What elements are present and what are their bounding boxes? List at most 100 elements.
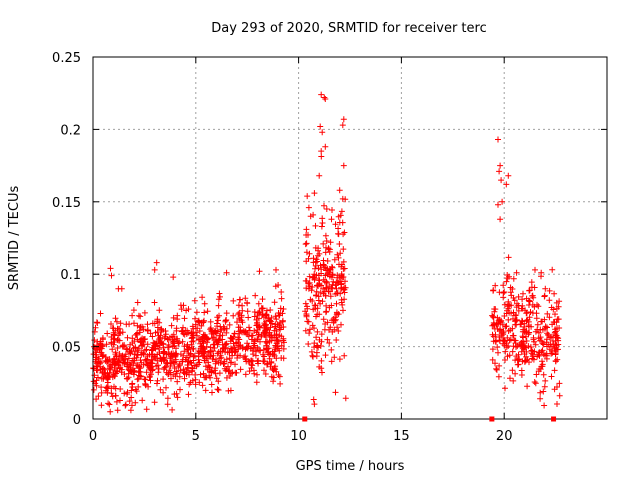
- data-point: [189, 364, 195, 371]
- data-point: [197, 340, 204, 347]
- data-point: [528, 347, 535, 354]
- data-point: [251, 338, 258, 345]
- data-point: [175, 363, 182, 370]
- data-point: [548, 304, 555, 311]
- data-point: [170, 314, 177, 321]
- data-point: [196, 348, 203, 355]
- data-point: [338, 321, 344, 328]
- data-point: [327, 239, 334, 246]
- data-point: [108, 272, 115, 279]
- data-point: [160, 357, 167, 363]
- data-point: [494, 344, 501, 351]
- data-point: [537, 395, 544, 402]
- data-point: [222, 341, 229, 348]
- data-point: [144, 321, 151, 328]
- data-point: [518, 372, 525, 378]
- data-point: [323, 206, 330, 212]
- data-point: [540, 371, 547, 378]
- data-point: [523, 310, 530, 317]
- data-point: [143, 406, 150, 413]
- data-point: [504, 272, 511, 278]
- data-point: [500, 294, 507, 301]
- data-point: [155, 369, 162, 376]
- data-point: [314, 252, 321, 259]
- data-point: [339, 195, 346, 202]
- data-point: [156, 346, 162, 353]
- data-point: [276, 347, 283, 354]
- data-point: [302, 327, 309, 334]
- data-point: [547, 341, 554, 348]
- data-point: [211, 367, 218, 374]
- data-point: [260, 322, 267, 329]
- data-point: [227, 334, 234, 341]
- data-point: [259, 296, 266, 303]
- data-point: [322, 143, 329, 150]
- data-point: [128, 394, 135, 401]
- data-point: [493, 366, 500, 373]
- data-point: [147, 377, 154, 384]
- data-point: [254, 319, 261, 326]
- data-point: [316, 172, 323, 179]
- data-point: [107, 366, 114, 373]
- data-point: [548, 350, 555, 357]
- data-point: [335, 254, 342, 261]
- data-point: [151, 266, 158, 273]
- data-point: [324, 336, 331, 343]
- data-point: [121, 360, 128, 367]
- data-point: [303, 312, 310, 319]
- data-point: [157, 339, 164, 346]
- data-point: [254, 371, 260, 378]
- data-point: [273, 316, 280, 323]
- data-point: [200, 370, 207, 377]
- data-point: [134, 299, 141, 306]
- data-point: [514, 357, 521, 364]
- data-point: [319, 298, 326, 305]
- data-point: [554, 401, 560, 407]
- data-point: [506, 352, 513, 359]
- data-point: [199, 382, 206, 389]
- data-point: [505, 254, 512, 261]
- data-point: [93, 382, 100, 389]
- data-point: [262, 338, 269, 345]
- data-point: [305, 285, 312, 292]
- data-point: [214, 386, 221, 393]
- data-point: [261, 367, 267, 374]
- data-point: [496, 328, 503, 335]
- data-point: [167, 360, 174, 367]
- data-point: [556, 392, 563, 399]
- data-point: [524, 316, 531, 323]
- data-point: [146, 373, 153, 380]
- data-point: [130, 307, 137, 314]
- data-point: [340, 162, 347, 169]
- data-point: [499, 198, 506, 205]
- data-point: [196, 379, 203, 386]
- data-point: [137, 339, 144, 346]
- data-point: [550, 319, 557, 325]
- data-point: [529, 301, 536, 308]
- data-point: [254, 344, 261, 351]
- data-point: [310, 353, 316, 360]
- data-point: [311, 401, 318, 408]
- data-point: [305, 341, 312, 347]
- data-point: [223, 269, 230, 276]
- data-point: [219, 332, 226, 339]
- data-point: [304, 318, 311, 325]
- data-point: [513, 353, 520, 360]
- data-point: [131, 320, 137, 327]
- data-point: [253, 379, 260, 386]
- data-point: [134, 336, 141, 343]
- data-point: [256, 323, 262, 330]
- data-point: [124, 375, 131, 382]
- data-point: [114, 345, 121, 351]
- data-point: [141, 309, 148, 316]
- data-point: [278, 295, 285, 302]
- data-point: [154, 377, 161, 384]
- data-point: [151, 342, 157, 349]
- data-point: [145, 362, 152, 369]
- data-points: [90, 91, 563, 415]
- data-point: [213, 330, 220, 337]
- data-point: [129, 312, 136, 319]
- data-point: [222, 349, 229, 356]
- data-point: [252, 292, 259, 299]
- data-point: [135, 345, 142, 352]
